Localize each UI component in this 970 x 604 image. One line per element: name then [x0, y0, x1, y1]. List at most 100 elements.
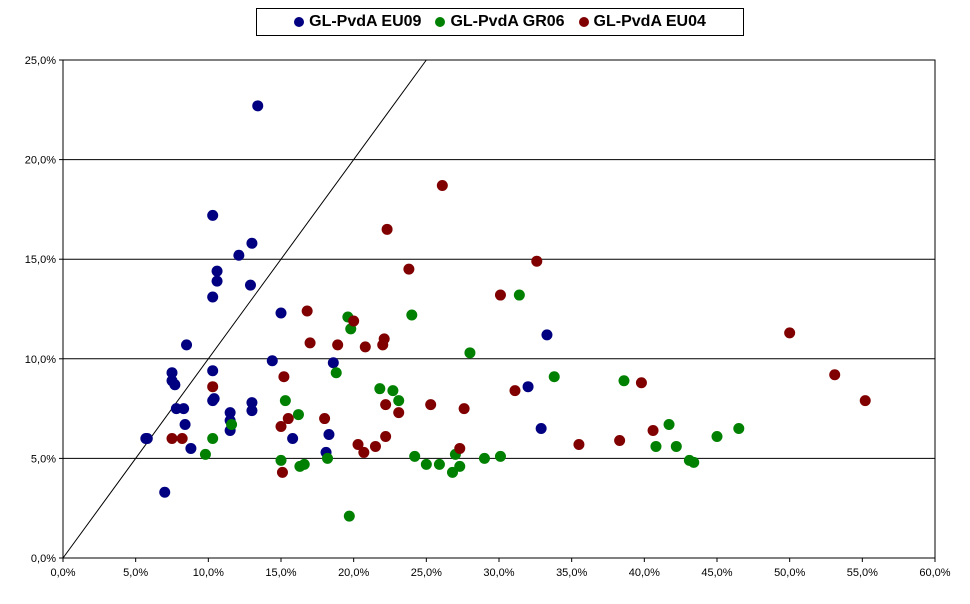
- legend-item-eu09: GL-PvdA EU09: [294, 13, 421, 31]
- scatter-point-series-1: [199, 448, 211, 460]
- scatter-point-series-0: [159, 486, 171, 498]
- scatter-point-series-2: [359, 341, 371, 353]
- scatter-point-series-0: [233, 249, 245, 261]
- scatter-point-series-0: [535, 423, 547, 435]
- legend-item-gr06: GL-PvdA GR06: [435, 13, 565, 31]
- scatter-point-series-2: [166, 432, 178, 444]
- x-tick-label: 25,0%: [411, 567, 442, 579]
- scatter-point-series-2: [348, 315, 360, 327]
- scatter-point-series-0: [275, 307, 287, 319]
- scatter-point-series-1: [298, 458, 310, 470]
- scatter-point-series-0: [211, 275, 223, 287]
- scatter-point-series-2: [403, 263, 415, 275]
- x-tick-label: 5,0%: [123, 567, 148, 579]
- scatter-point-series-2: [369, 440, 381, 452]
- scatter-point-series-0: [327, 357, 339, 369]
- x-tick-label: 0,0%: [50, 567, 75, 579]
- scatter-point-series-2: [304, 337, 316, 349]
- scatter-point-series-2: [176, 432, 188, 444]
- scatter-point-series-2: [207, 381, 219, 393]
- y-tick-label: 20,0%: [25, 155, 56, 167]
- scatter-point-series-1: [454, 460, 466, 472]
- scatter-point-series-1: [464, 347, 476, 359]
- scatter-point-series-1: [420, 458, 432, 470]
- scatter-point-series-2: [494, 289, 506, 301]
- scatter-point-series-2: [614, 434, 626, 446]
- scatter-point-series-0: [207, 209, 219, 221]
- scatter-point-series-0: [541, 329, 553, 341]
- scatter-point-series-1: [711, 430, 723, 442]
- scatter-point-series-1: [494, 450, 506, 462]
- scatter-point-series-1: [446, 466, 458, 478]
- x-tick-label: 30,0%: [483, 567, 514, 579]
- scatter-point-series-1: [409, 450, 421, 462]
- scatter-point-series-2: [301, 305, 313, 317]
- scatter-point-series-2: [454, 442, 466, 454]
- scatter-point-series-0: [246, 397, 258, 409]
- scatter-point-series-0: [207, 291, 219, 303]
- scatter-point-series-1: [548, 371, 560, 383]
- scatter-point-series-1: [688, 456, 700, 468]
- scatter-point-series-0: [166, 367, 178, 379]
- scatter-point-series-0: [208, 393, 220, 405]
- y-tick-label: 15,0%: [25, 254, 56, 266]
- scatter-point-series-0: [224, 407, 236, 419]
- scatter-point-series-1: [322, 452, 334, 464]
- data-points: [140, 100, 871, 522]
- scatter-point-series-0: [179, 419, 191, 431]
- scatter-point-series-2: [380, 430, 392, 442]
- scatter-point-series-2: [282, 413, 294, 425]
- scatter-point-series-0: [287, 432, 299, 444]
- scatter-point-series-2: [647, 425, 659, 437]
- legend-marker-eu04: [578, 17, 589, 27]
- legend-item-eu04: GL-PvdA EU04: [578, 13, 706, 31]
- scatter-point-series-2: [436, 179, 448, 191]
- scatter-point-series-2: [784, 327, 796, 339]
- scatter-point-series-0: [323, 428, 335, 440]
- scatter-point-series-2: [381, 223, 393, 235]
- scatter-point-series-1: [387, 385, 399, 397]
- legend-label-eu04: GL-PvdA EU04: [593, 13, 706, 30]
- scatter-point-series-0: [169, 379, 181, 391]
- scatter-point-series-0: [246, 405, 258, 417]
- scatter-point-series-1: [670, 440, 682, 452]
- scatter-point-series-0: [178, 403, 190, 415]
- scatter-point-series-2: [635, 377, 647, 389]
- scatter-point-series-0: [141, 432, 153, 444]
- scatter-point-series-2: [276, 466, 288, 478]
- y-tick-label: 0,0%: [31, 553, 56, 565]
- scatter-point-series-2: [332, 339, 344, 351]
- legend-label-gr06: GL-PvdA GR06: [450, 13, 565, 30]
- scatter-point-series-0: [252, 100, 264, 112]
- x-tick-label: 45,0%: [701, 567, 732, 579]
- scatter-point-series-1: [618, 375, 630, 387]
- scatter-point-series-1: [292, 409, 304, 421]
- x-axis-ticks: 0,0% 5,0% 10,0% 15,0% 20,0% 25,0% 30,0% 35,0% 40…: [50, 558, 951, 579]
- y-axis-ticks: 0,0% 5,0% 10,0% 15,0% 20,0% 25,0%: [25, 55, 63, 565]
- scatter-point-series-2: [531, 255, 543, 267]
- scatter-point-series-2: [275, 421, 287, 433]
- x-tick-label: 15,0%: [265, 567, 296, 579]
- scatter-point-series-1: [663, 419, 675, 431]
- scatter-point-series-2: [425, 399, 437, 411]
- y-tick-label: 10,0%: [25, 354, 56, 366]
- scatter-point-series-0: [181, 339, 193, 351]
- scatter-point-series-0: [246, 237, 258, 249]
- x-tick-label: 50,0%: [774, 567, 805, 579]
- scatter-point-series-2: [859, 395, 871, 407]
- diagonal-reference-line: [62, 59, 427, 559]
- scatter-point-series-2: [573, 438, 585, 450]
- legend: GL-PvdA EU09 GL-PvdA GR06 GL-PvdA EU04: [256, 8, 744, 36]
- scatter-point-series-0: [185, 442, 197, 454]
- scatter-point-series-2: [393, 407, 405, 419]
- x-tick-label: 20,0%: [338, 567, 369, 579]
- scatter-point-series-1: [330, 367, 342, 379]
- scatter-point-series-1: [207, 432, 219, 444]
- scatter-point-series-1: [343, 510, 355, 522]
- scatter-point-series-1: [733, 423, 745, 435]
- scatter-point-series-1: [279, 395, 291, 407]
- scatter-point-series-0: [244, 279, 256, 291]
- legend-marker-eu09: [294, 17, 305, 27]
- x-tick-label: 10,0%: [193, 567, 224, 579]
- scatter-point-series-2: [352, 438, 364, 450]
